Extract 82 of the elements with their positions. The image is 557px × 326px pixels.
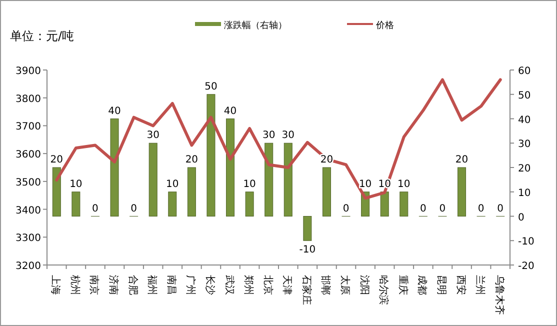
bar <box>264 142 274 216</box>
x-tick-label: 昆明 <box>435 275 446 295</box>
x-tick-label: 天津 <box>281 275 294 295</box>
data-label: 30 <box>282 130 295 142</box>
data-label: -10 <box>299 244 316 256</box>
x-tick-label: 哈尔滨 <box>378 275 390 305</box>
data-label: 10 <box>243 178 256 190</box>
bar <box>458 167 466 216</box>
data-label: 0 <box>130 203 137 214</box>
x-tick-label: 西安 <box>454 275 467 295</box>
bar <box>168 192 177 216</box>
bar <box>322 167 331 216</box>
x-tick-label: 乌鲁木齐 <box>493 275 506 315</box>
x-tick-label: 武汉 <box>223 275 236 295</box>
data-label: 10 <box>358 178 372 190</box>
x-tick-label: 重庆 <box>396 275 409 295</box>
data-label: 10 <box>70 178 82 190</box>
y2-tick-label: 0 <box>518 212 524 224</box>
legend-label: 涨跌幅（右轴） <box>224 20 287 31</box>
data-label: 20 <box>50 154 64 166</box>
legend-label: 价格 <box>375 20 394 31</box>
x-tick-label: 南昌 <box>165 275 178 295</box>
data-label: 0 <box>478 203 484 214</box>
data-label: 30 <box>146 130 160 142</box>
bar <box>110 118 119 216</box>
x-tick-label: 邯郸 <box>320 275 332 295</box>
y-tick-label: 3500 <box>16 177 41 188</box>
bar <box>206 94 216 216</box>
x-tick-label: 成都 <box>416 275 428 295</box>
y-tick-label: 3400 <box>16 205 41 216</box>
data-label: 0 <box>342 203 350 214</box>
bar <box>187 167 196 216</box>
bar <box>52 167 61 216</box>
y-tick-label: 3900 <box>16 66 41 77</box>
y-tick-label: 3300 <box>16 233 41 244</box>
data-label: 0 <box>497 203 504 214</box>
y-tick-label: 3600 <box>16 150 41 161</box>
y-tick-label: 3200 <box>16 261 41 272</box>
x-tick-label: 济南 <box>108 275 120 295</box>
bar <box>245 192 254 216</box>
x-tick-label: 北京 <box>262 275 274 295</box>
y2-tick-label: 50 <box>518 90 531 102</box>
data-label: 0 <box>92 203 98 214</box>
bar <box>400 192 408 216</box>
data-label: 20 <box>455 154 468 166</box>
bar <box>72 192 80 216</box>
bar <box>148 142 158 216</box>
y2-tick-label: 30 <box>518 139 531 150</box>
data-label: 40 <box>224 106 237 117</box>
x-tick-label: 长沙 <box>204 275 216 295</box>
data-label: 10 <box>398 178 410 190</box>
x-tick-label: 太原 <box>339 275 352 295</box>
data-label: 30 <box>262 130 276 142</box>
bar <box>380 192 389 216</box>
x-tick-label: 南京 <box>88 275 100 295</box>
y-tick-label: 3800 <box>16 94 41 105</box>
x-tick-label: 福州 <box>146 275 158 295</box>
x-tick-label: 郑州 <box>242 275 255 295</box>
x-tick-label: 石家庄 <box>300 275 312 305</box>
bar <box>303 216 312 241</box>
y-tick-label: 3700 <box>16 122 41 133</box>
data-label: 10 <box>166 178 179 190</box>
y2-tick-label: -10 <box>518 236 534 248</box>
bar <box>284 142 292 216</box>
bar <box>226 118 235 216</box>
data-label: 0 <box>439 203 446 214</box>
x-tick-label: 广州 <box>184 275 197 295</box>
data-label: 50 <box>204 81 218 92</box>
y2-tick-label: 60 <box>518 66 531 77</box>
x-tick-label: 杭州 <box>68 274 81 295</box>
y-axis-title: 单位：元/吨 <box>10 29 74 43</box>
y2-tick-label: 20 <box>518 164 531 174</box>
x-tick-label: 沈阳 <box>358 275 370 295</box>
x-tick-label: 合肥 <box>126 275 139 295</box>
data-label: 0 <box>420 203 426 214</box>
y2-tick-label: 10 <box>518 188 531 199</box>
data-label: 40 <box>108 106 121 117</box>
y2-tick-label: -20 <box>518 261 534 272</box>
data-label: 20 <box>185 154 198 166</box>
x-tick-label: 兰州 <box>474 275 486 295</box>
x-tick-label: 上海 <box>50 275 62 295</box>
y2-tick-label: 40 <box>518 114 531 126</box>
